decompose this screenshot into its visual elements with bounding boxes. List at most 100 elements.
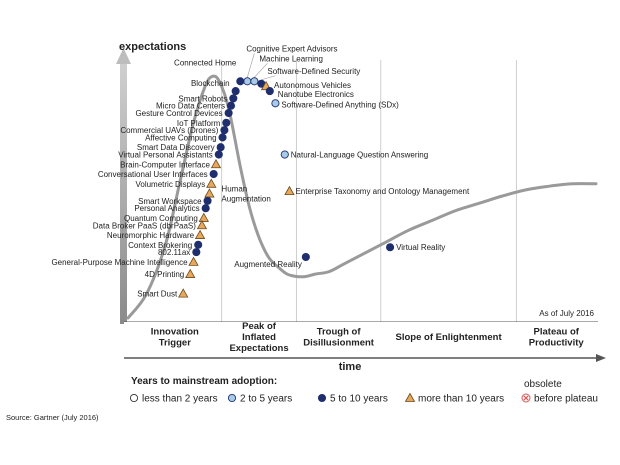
technology-marker	[194, 229, 206, 239]
technology-label: Smart Robots	[178, 94, 227, 103]
phase-separators	[221, 60, 517, 358]
technology-label: Smart Workspace	[138, 197, 202, 206]
legend-label-top: obsolete	[524, 379, 562, 390]
technology-label: Context Brokering	[128, 241, 192, 250]
technology-marker	[192, 248, 201, 257]
technology-marker	[222, 118, 231, 127]
technology-marker	[265, 87, 274, 96]
technology-label: Natural-Language Question Answering	[291, 151, 428, 160]
technology-marker	[218, 133, 227, 142]
x-axis-label: time	[339, 361, 362, 373]
technology-marker	[178, 288, 189, 298]
technology-marker	[196, 219, 208, 230]
technology-label: Conversational User Interfaces	[98, 170, 208, 179]
technology-marker	[250, 77, 259, 86]
technology-label: Smart Dust	[137, 290, 178, 299]
technology-marker	[216, 143, 225, 152]
technology-marker	[209, 169, 218, 179]
technology-marker	[214, 150, 223, 159]
technology-label: Human Augmentation	[221, 185, 270, 204]
technology-markers	[178, 77, 395, 298]
phase-label: Peak of Inflated Expectations	[229, 321, 288, 354]
legend-marker	[317, 393, 327, 403]
technology-marker	[201, 204, 210, 213]
technology-marker	[386, 243, 395, 252]
legend-label: less than 2 years	[142, 394, 218, 405]
technology-marker	[284, 185, 295, 196]
technology-label: Smart Data Discovery	[137, 143, 215, 152]
technology-marker	[198, 212, 209, 222]
legend-label: more than 10 years	[418, 394, 504, 405]
technology-label: Personal Analytics	[134, 204, 199, 213]
legend-item-lt2: less than 2 years	[129, 393, 218, 405]
technology-marker	[236, 77, 245, 86]
technology-marker	[231, 87, 240, 96]
technology-label: Gesture Control Devices	[135, 109, 222, 118]
legend-item-5to10: 5 to 10 years	[317, 393, 388, 405]
legend-label: before plateau	[534, 394, 598, 405]
legend-marker	[404, 392, 416, 402]
technology-label: Neuromorphic Hardware	[107, 231, 195, 240]
phase-label: Slope of Enlightenment	[396, 332, 503, 343]
technology-marker	[271, 99, 280, 108]
technology-label: Quantum Computing	[124, 214, 198, 223]
phase-label: Plateau of Productivity	[529, 327, 585, 349]
technology-label: Augmented Reality	[234, 260, 302, 269]
technology-marker	[229, 94, 238, 103]
technology-marker	[224, 108, 233, 118]
legend-item-2to5: 2 to 5 years	[227, 393, 292, 405]
source-note: Source: Gartner (July 2016)	[6, 413, 99, 422]
technology-marker	[243, 77, 252, 86]
legend-item-gt10: more than 10 years	[404, 392, 504, 405]
legend-title: Years to mainstream adoption:	[131, 376, 277, 387]
phase-label: Trough of Disillusionment	[303, 327, 375, 349]
technology-label: Volumetric Displays	[135, 180, 205, 189]
technology-label: Software-Defined Security	[267, 67, 360, 76]
technology-marker	[210, 158, 222, 169]
technology-label: Virtual Personal Assistants	[118, 151, 213, 160]
technology-label: 802.11ax	[158, 248, 190, 257]
y-axis-label: expectations	[119, 41, 186, 53]
legend-marker	[227, 393, 237, 403]
technology-label: Micro Data Centers	[156, 102, 225, 111]
technology-label: Software-Defined Anything (SDx)	[281, 100, 399, 109]
technology-marker	[188, 256, 199, 266]
technology-label: Connected Home	[174, 58, 237, 67]
phase-label: Innovation Trigger	[151, 327, 199, 349]
technology-label: Data Broker PaaS (dbrPaaS)	[93, 221, 196, 230]
legend-label: 2 to 5 years	[240, 394, 292, 405]
technology-leader-lines	[247, 53, 276, 81]
as-of-label: As of July 2016	[539, 309, 594, 318]
hype-curve	[126, 74, 598, 320]
technology-label: Commercial UAVs (Drones)	[120, 126, 218, 135]
technology-marker	[204, 188, 215, 198]
technology-marker	[206, 178, 217, 188]
technology-marker	[185, 268, 196, 278]
technology-label: 4D Printing	[145, 270, 185, 279]
legend: Years to mainstream adoption: less than …	[129, 376, 598, 405]
technology-marker	[301, 252, 310, 262]
technology-label: Blockchain	[191, 79, 230, 88]
legend-marker	[129, 393, 139, 403]
technology-label: IoT Platform	[177, 119, 221, 128]
technology-marker	[280, 150, 289, 159]
legend-label: 5 to 10 years	[330, 394, 388, 405]
technology-marker	[203, 196, 212, 205]
technology-marker	[194, 240, 203, 249]
technology-marker	[220, 126, 229, 135]
technology-marker	[226, 101, 236, 110]
technology-label: Brain-Computer Interface	[120, 160, 210, 169]
legend-item-obsolete: before plateau obsolete	[521, 379, 598, 405]
technology-label: General-Purpose Machine Intelligence	[51, 258, 188, 267]
technology-label: Autonomous Vehicles	[274, 81, 351, 90]
technology-label: Virtual Reality	[396, 243, 445, 252]
technology-label: Cognitive Expert Advisors	[246, 44, 337, 53]
technology-label: Machine Learning	[259, 54, 323, 63]
technology-label: Affective Computing	[145, 133, 216, 142]
technology-label: Nanotube Electronics	[278, 90, 354, 99]
phase-labels: Innovation Trigger Peak of Inflated Expectat…	[151, 321, 585, 354]
y-axis	[116, 48, 131, 324]
x-axis	[124, 321, 606, 362]
